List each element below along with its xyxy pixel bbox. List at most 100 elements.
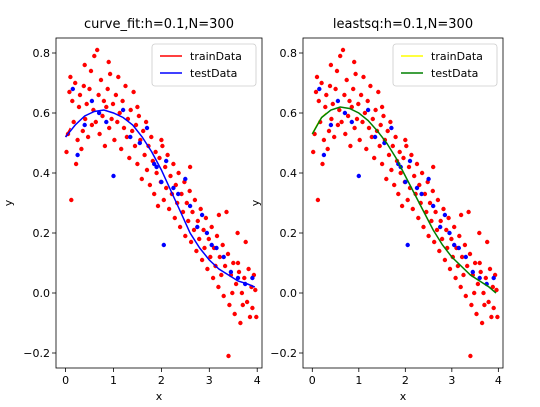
data-point [462,242,468,248]
data-point [235,275,241,281]
data-point [219,272,224,278]
data-point [405,242,410,248]
data-point [238,320,243,326]
data-point [372,155,377,161]
data-point [327,83,333,89]
data-point [166,206,172,212]
data-point [214,233,220,239]
data-point [84,101,89,107]
x-axis-label: x [156,390,163,403]
data-point [409,152,414,158]
data-point [362,110,368,116]
data-point [216,212,222,218]
data-point [426,176,431,182]
data-point [342,92,347,98]
data-point [67,89,72,95]
data-point [120,107,126,113]
data-point [459,254,465,260]
data-point [345,113,351,119]
data-point [209,224,214,230]
data-point [131,89,136,95]
data-point [366,125,372,131]
data-point [325,146,330,152]
data-point [214,245,219,251]
legend-label: testData [431,67,478,80]
series-points-0 [311,47,500,359]
data-point [68,74,73,80]
data-point [334,68,340,74]
series-line-3 [65,109,256,288]
data-point [130,128,135,134]
legend-box [392,43,498,87]
data-point [372,134,378,140]
data-point [483,275,488,281]
data-point [71,119,76,125]
y-tick-label: 0.6 [280,107,298,120]
data-point [159,179,164,185]
data-point [491,275,496,281]
data-point [76,104,82,110]
data-point [317,86,322,92]
data-point [161,197,166,203]
data-point [194,248,199,254]
data-point [171,161,176,167]
data-point [236,269,242,275]
data-point [365,98,370,104]
data-point [230,290,235,296]
data-point [77,92,83,98]
data-point [163,164,168,170]
data-point [369,134,374,140]
data-point [199,212,205,218]
data-point [422,191,428,197]
legend: trainData testData [392,43,498,87]
data-point [477,260,482,266]
data-point [321,152,327,158]
data-point [250,275,255,281]
data-point [96,92,101,98]
chart-title: leastsq:h=0.1,N=300 [333,17,473,32]
x-tick-label: 0 [62,374,69,387]
data-point [368,83,373,89]
data-point [217,254,222,260]
data-point [468,353,473,359]
data-point [225,251,231,257]
data-point [370,116,375,122]
data-point [179,191,184,197]
data-point [472,290,477,296]
data-point [439,236,445,242]
data-point [323,104,328,110]
data-point [463,254,468,260]
data-point [147,182,153,188]
data-point [344,77,349,83]
data-point [88,68,94,74]
data-point [388,119,393,125]
data-point [419,170,425,176]
data-point [432,239,437,245]
data-point [135,161,140,167]
data-point [397,149,402,155]
y-tick-label: −0.2 [270,347,297,360]
data-point [431,164,436,170]
data-point [477,275,482,281]
data-point [343,131,348,137]
data-point [337,107,342,113]
data-point [479,320,485,326]
data-point [111,173,116,179]
data-point [165,152,170,158]
y-tick-label: 0.2 [33,227,51,240]
data-point [216,284,221,290]
data-point [183,176,188,182]
data-point [429,218,434,224]
data-point [119,146,124,152]
y-tick-label: 0.4 [280,167,298,180]
data-point [224,209,229,215]
data-point [392,182,397,188]
x-axis-label: x [400,390,407,403]
data-point [246,266,251,272]
data-point [406,164,412,170]
data-point [324,92,329,98]
data-point [253,287,258,293]
data-point [89,98,95,104]
data-point [176,191,181,197]
data-point [231,260,236,266]
